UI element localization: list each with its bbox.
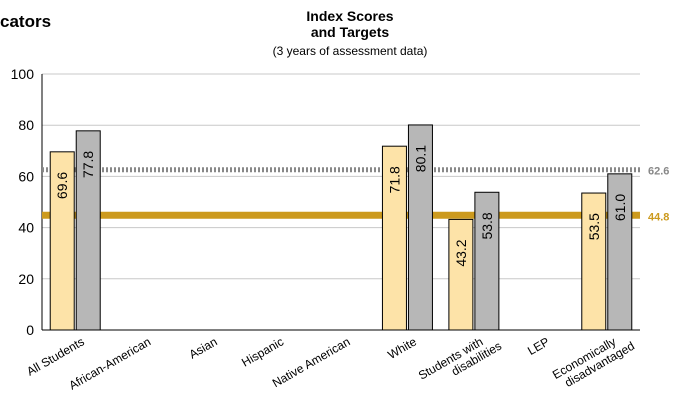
chart-title-line-2: and Targets bbox=[310, 24, 390, 40]
data-label: 53.8 bbox=[479, 212, 495, 239]
y-tick-label: 0 bbox=[26, 322, 34, 338]
bar bbox=[581, 192, 607, 331]
target-label: 62.6 bbox=[648, 166, 669, 178]
x-tick-label: LEP bbox=[525, 334, 552, 357]
data-label: 61.0 bbox=[612, 194, 628, 221]
x-tick-label: Economicallydisadvantaged bbox=[550, 327, 637, 393]
chart-title-line-1: Index Scores bbox=[306, 8, 394, 24]
x-tick-label-line: White bbox=[385, 334, 419, 362]
bar bbox=[448, 218, 474, 331]
bar bbox=[607, 173, 633, 331]
x-tick-label-line: LEP bbox=[525, 334, 552, 357]
chart-subtitle: (3 years of assessment data) bbox=[272, 44, 428, 58]
bar bbox=[407, 124, 433, 331]
data-label: 43.2 bbox=[453, 239, 469, 266]
x-tick-label-line: Hispanic bbox=[239, 334, 286, 369]
bar bbox=[75, 130, 101, 331]
y-tick-label: 100 bbox=[11, 66, 35, 82]
bar bbox=[381, 145, 407, 331]
data-label: 80.1 bbox=[412, 145, 428, 172]
chart-title: Index Scores and Targets bbox=[200, 8, 500, 40]
bar bbox=[474, 191, 500, 331]
y-tick-label: 40 bbox=[18, 220, 34, 236]
x-tick-label: Students withdisabilities bbox=[416, 327, 504, 393]
y-tick-label: 20 bbox=[18, 271, 34, 287]
x-tick-label-line: Asian bbox=[187, 334, 220, 361]
page-heading: cators bbox=[0, 12, 52, 31]
data-label: 53.5 bbox=[586, 213, 602, 240]
y-tick-label: 80 bbox=[18, 117, 34, 133]
x-tick-label: All Students bbox=[24, 334, 86, 378]
bar bbox=[49, 151, 75, 331]
data-label: 71.8 bbox=[386, 166, 402, 193]
y-tick-label: 60 bbox=[18, 168, 34, 184]
x-tick-label-line: All Students bbox=[24, 334, 86, 378]
x-tick-label: White bbox=[385, 334, 419, 362]
data-label: 69.6 bbox=[54, 172, 70, 199]
data-label: 77.8 bbox=[80, 151, 96, 178]
target-label: 44.8 bbox=[648, 211, 669, 223]
x-tick-label: Asian bbox=[187, 334, 220, 361]
x-tick-label: Hispanic bbox=[239, 334, 286, 369]
